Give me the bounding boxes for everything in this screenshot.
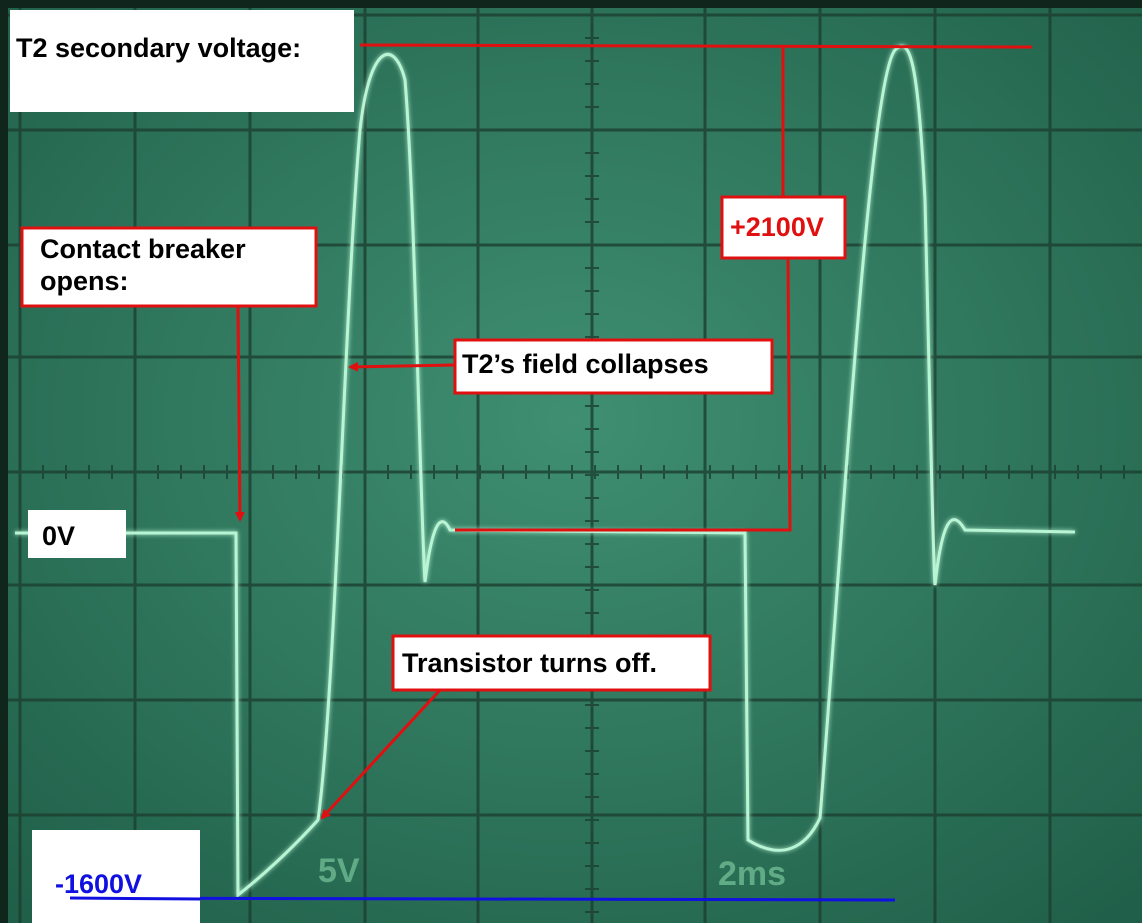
transistor-box (391, 634, 712, 692)
negative-underline (69, 896, 201, 901)
breaker-wrap: Contact breaker opens: (40, 234, 246, 296)
breaker-label: Contact breaker opens: (40, 234, 246, 296)
annotation-lines (234, 43, 1033, 820)
peak-label: +2100V (730, 212, 824, 242)
negative-box (32, 830, 200, 923)
zero-box (28, 510, 126, 558)
transistor-label: Transistor turns off. (402, 648, 657, 678)
waveform (15, 44, 1076, 899)
collapse-box (453, 338, 774, 395)
collapse-label: T2’s field collapses (462, 349, 709, 379)
peak-box (720, 195, 847, 260)
scope-screen (8, 8, 1142, 923)
zero-label: 0V (42, 521, 75, 551)
breaker-box (20, 226, 318, 308)
scope-time: 2ms (718, 855, 786, 893)
negative-label: -1600V (55, 869, 142, 899)
negative-level-line (69, 896, 896, 902)
secondary-label: T2 secondary voltage: (16, 33, 301, 63)
scope-volts: 5V (318, 852, 360, 890)
secondary-box (10, 10, 354, 112)
